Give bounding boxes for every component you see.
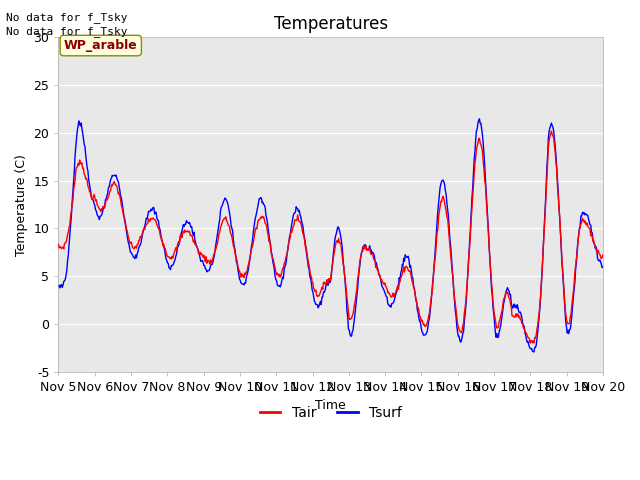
X-axis label: Time: Time — [316, 399, 346, 412]
Text: No data for f_Tsky: No data for f_Tsky — [6, 26, 128, 37]
Y-axis label: Temperature (C): Temperature (C) — [15, 154, 28, 255]
Text: WP_arable: WP_arable — [64, 39, 138, 52]
Legend: Tair, Tsurf: Tair, Tsurf — [254, 400, 407, 425]
Title: Temperatures: Temperatures — [274, 15, 388, 33]
Text: No data for f_Tsky: No data for f_Tsky — [6, 12, 128, 23]
